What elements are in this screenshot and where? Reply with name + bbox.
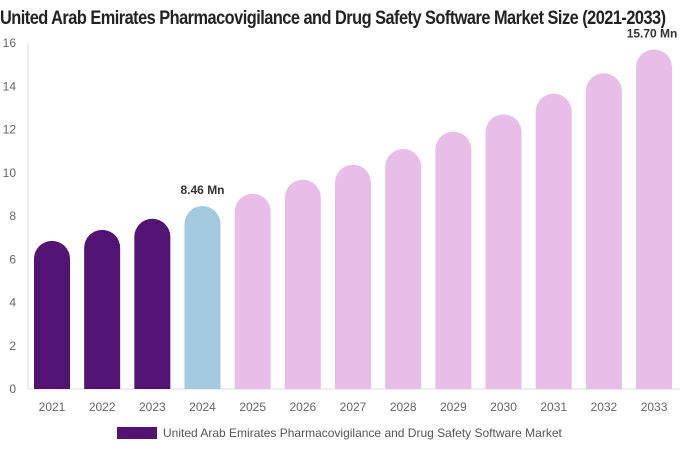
legend-swatch <box>117 427 157 439</box>
x-tick-label: 2021 <box>39 400 66 414</box>
bar-2021 <box>34 240 70 389</box>
bar-2027 <box>335 164 372 389</box>
x-tick-label: 2025 <box>239 400 266 414</box>
bar-2025 <box>234 193 271 389</box>
x-tick-label: 2032 <box>591 400 618 414</box>
x-tick-label: 2031 <box>540 400 567 414</box>
y-tick-label: 10 <box>3 166 17 180</box>
y-tick-label: 14 <box>3 79 17 93</box>
x-tick-label: 2026 <box>289 400 316 414</box>
y-tick-label: 16 <box>3 36 17 50</box>
y-tick-label: 6 <box>9 252 16 266</box>
bar-2022 <box>84 229 121 389</box>
x-tick-label: 2022 <box>89 400 116 414</box>
bar-2024 <box>184 206 221 389</box>
chart-title: United Arab Emirates Pharmacovigilance a… <box>0 8 666 29</box>
x-tick-label: 2030 <box>490 400 517 414</box>
x-tick-label: 2024 <box>189 400 216 414</box>
y-tick-label: 12 <box>3 123 17 137</box>
bar-2033 <box>636 49 673 390</box>
bar-2028 <box>385 148 422 389</box>
legend-label: United Arab Emirates Pharmacovigilance a… <box>163 426 562 440</box>
bar-2029 <box>435 131 472 389</box>
y-tick-label: 2 <box>9 339 16 353</box>
bar-2023 <box>134 218 171 389</box>
x-tick-label: 2023 <box>139 400 166 414</box>
legend: United Arab Emirates Pharmacovigilance a… <box>117 426 562 440</box>
x-tick-label: 2029 <box>440 400 467 414</box>
y-tick-label: 8 <box>9 209 16 223</box>
data-label-2033: 15.70 Mn <box>627 26 678 40</box>
x-tick-label: 2028 <box>390 400 417 414</box>
y-tick-label: 4 <box>9 296 16 310</box>
bar-2032 <box>585 73 622 389</box>
bar-2031 <box>535 93 572 389</box>
y-tick-label: 0 <box>9 382 16 396</box>
bar-2030 <box>485 114 522 389</box>
data-label-2024: 8.46 Mn <box>181 183 225 197</box>
bar-2026 <box>284 179 321 389</box>
x-tick-label: 2027 <box>340 400 367 414</box>
x-tick-label: 2033 <box>641 400 668 414</box>
